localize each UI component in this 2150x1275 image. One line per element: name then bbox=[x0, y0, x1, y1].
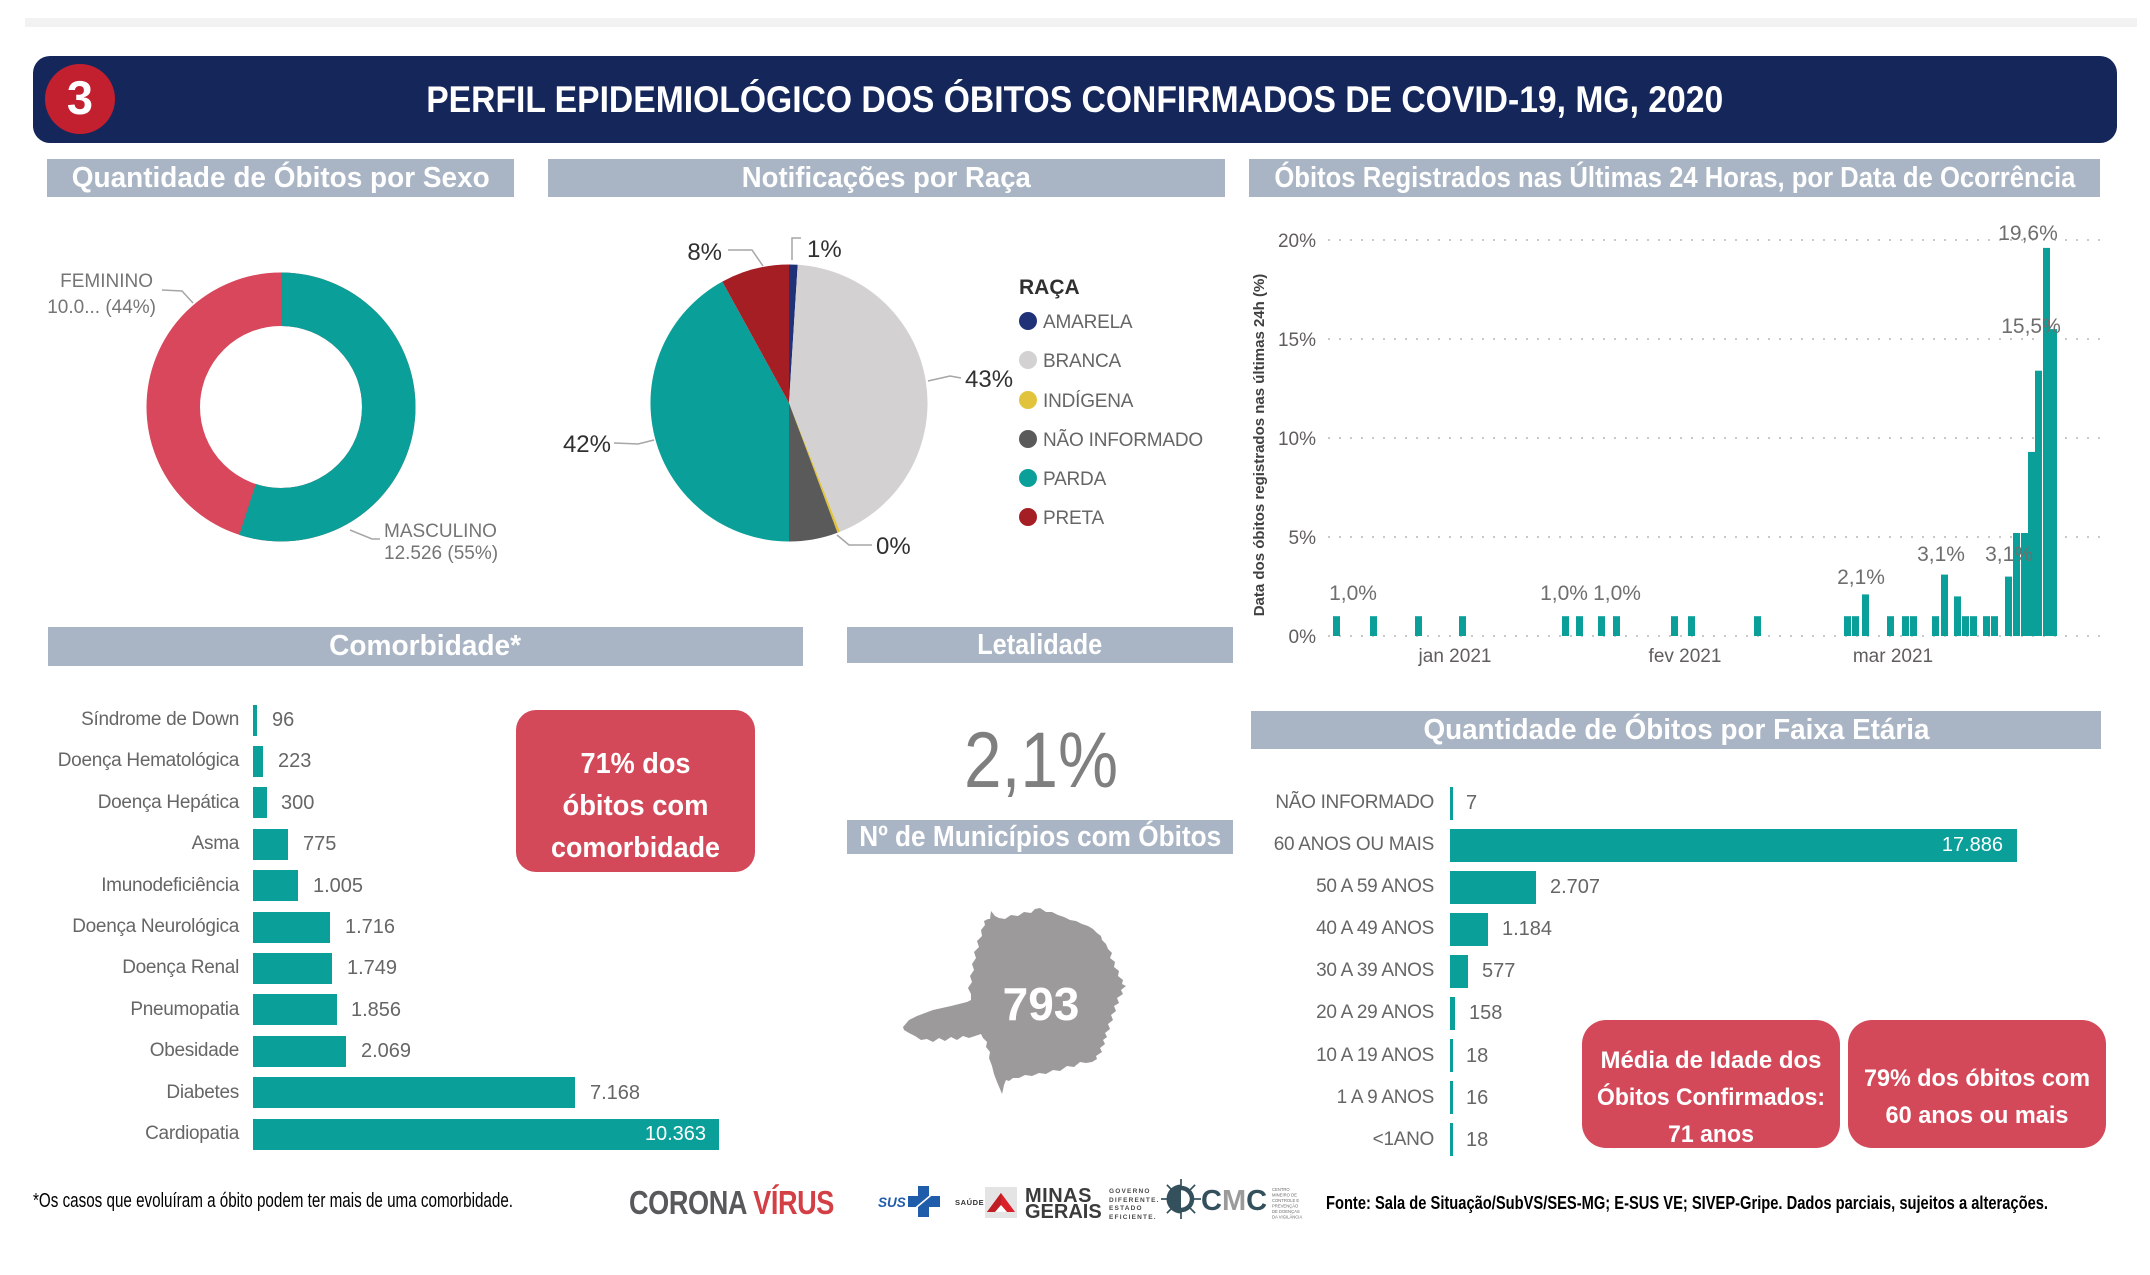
svg-text:DA VIGILÂNCIA: DA VIGILÂNCIA bbox=[1272, 1215, 1302, 1220]
svg-text:GOVERNO: GOVERNO bbox=[1109, 1188, 1151, 1195]
svg-text:0%: 0% bbox=[876, 533, 911, 560]
svg-text:RAÇA: RAÇA bbox=[1019, 276, 1080, 299]
svg-text:Data dos óbitos registrados na: Data dos óbitos registrados nas últimas … bbox=[1251, 274, 1268, 617]
svg-text:BRANCA: BRANCA bbox=[1043, 351, 1122, 372]
svg-text:SAÚDE: SAÚDE bbox=[955, 1198, 984, 1207]
svg-text:10%: 10% bbox=[1278, 429, 1316, 450]
svg-text:mar 2021: mar 2021 bbox=[1853, 646, 1933, 667]
svg-text:SUS: SUS bbox=[878, 1195, 906, 1210]
svg-text:15%: 15% bbox=[1278, 330, 1316, 351]
svg-text:PREVENÇÃO: PREVENÇÃO bbox=[1272, 1204, 1299, 1209]
svg-text:2,1%: 2,1% bbox=[1837, 566, 1885, 589]
svg-text:ESTADO: ESTADO bbox=[1109, 1205, 1143, 1212]
svg-text:15,5%: 15,5% bbox=[2001, 315, 2061, 338]
svg-text:DIFERENTE.: DIFERENTE. bbox=[1109, 1197, 1160, 1204]
svg-text:CMC: CMC bbox=[1201, 1185, 1267, 1217]
svg-text:GERAIS: GERAIS bbox=[1025, 1201, 1102, 1223]
svg-text:jan 2021: jan 2021 bbox=[1418, 646, 1492, 667]
svg-text:fev 2021: fev 2021 bbox=[1649, 646, 1722, 667]
svg-text:43%: 43% bbox=[965, 366, 1013, 393]
svg-text:CONTROLE E: CONTROLE E bbox=[1272, 1198, 1299, 1203]
svg-text:CENTRO: CENTRO bbox=[1272, 1187, 1290, 1192]
svg-text:NÃO INFORMADO: NÃO INFORMADO bbox=[1043, 429, 1203, 451]
svg-text:19,6%: 19,6% bbox=[1998, 222, 2058, 245]
svg-text:3,1%: 3,1% bbox=[1985, 543, 2033, 566]
svg-text:1,0%: 1,0% bbox=[1329, 582, 1377, 605]
svg-text:PARDA: PARDA bbox=[1043, 469, 1107, 490]
svg-text:1,0%: 1,0% bbox=[1540, 582, 1588, 605]
svg-text:42%: 42% bbox=[563, 431, 611, 458]
svg-text:0%: 0% bbox=[1289, 627, 1317, 648]
svg-text:1%: 1% bbox=[807, 236, 842, 263]
svg-text:12.526 (55%): 12.526 (55%) bbox=[384, 543, 498, 564]
svg-text:MASCULINO: MASCULINO bbox=[384, 521, 497, 542]
svg-text:PRETA: PRETA bbox=[1043, 508, 1104, 529]
svg-text:5%: 5% bbox=[1289, 528, 1317, 549]
svg-text:3,1%: 3,1% bbox=[1917, 543, 1965, 566]
svg-text:AMARELA: AMARELA bbox=[1043, 312, 1133, 333]
svg-text:FEMININO: FEMININO bbox=[60, 271, 153, 292]
svg-text:10.0... (44%): 10.0... (44%) bbox=[47, 297, 156, 318]
svg-text:20%: 20% bbox=[1278, 231, 1316, 252]
svg-text:MINAS: MINAS bbox=[1025, 1185, 1092, 1207]
svg-text:793: 793 bbox=[1003, 978, 1080, 1030]
svg-text:INDÍGENA: INDÍGENA bbox=[1043, 391, 1134, 412]
svg-text:8%: 8% bbox=[687, 239, 722, 266]
svg-text:DE DOENÇAS: DE DOENÇAS bbox=[1272, 1209, 1300, 1214]
svg-text:MINEIRO DE: MINEIRO DE bbox=[1272, 1193, 1297, 1198]
svg-text:EFICIENTE.: EFICIENTE. bbox=[1109, 1214, 1157, 1221]
svg-text:1,0%: 1,0% bbox=[1593, 582, 1641, 605]
